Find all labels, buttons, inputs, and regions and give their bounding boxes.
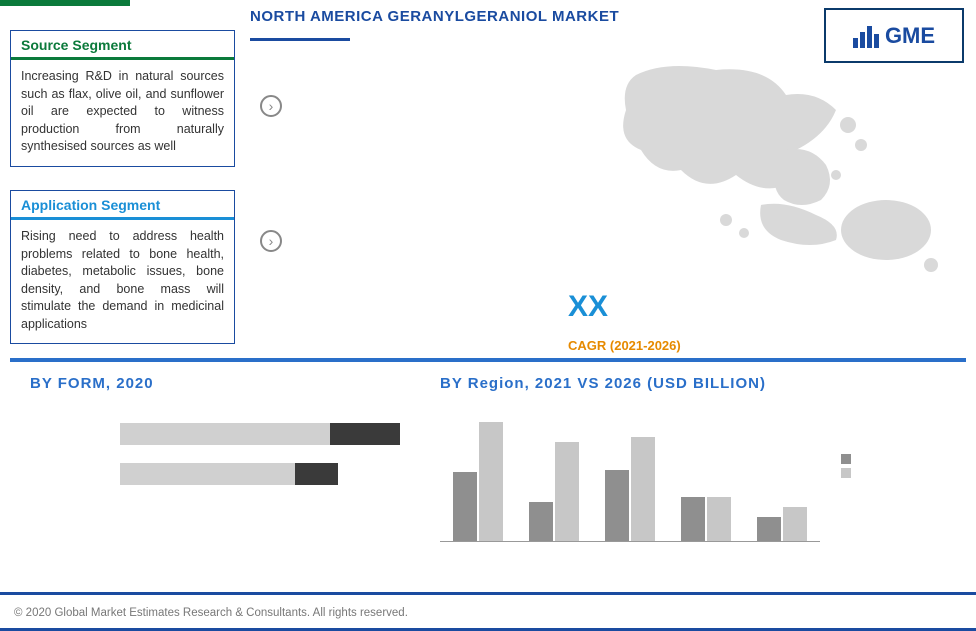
region-x-axis xyxy=(440,541,820,542)
form-bar-row xyxy=(120,423,400,445)
by-form-label: BY FORM, 2020 xyxy=(30,375,154,392)
region-bar-group xyxy=(757,507,807,542)
section-divider xyxy=(10,358,966,362)
footer-line xyxy=(0,592,976,595)
application-segment-card: Application Segment Rising need to addre… xyxy=(10,190,235,344)
legend-item xyxy=(841,468,855,478)
application-segment-body: Rising need to address health problems r… xyxy=(11,220,234,343)
chevron-right-icon: › xyxy=(260,230,282,252)
logo-text: GME xyxy=(885,23,935,49)
region-bar-group xyxy=(529,442,579,542)
source-segment-body: Increasing R&D in natural sources such a… xyxy=(11,60,234,166)
cagr-label: CAGR (2021-2026) xyxy=(568,338,681,353)
application-segment-header: Application Segment xyxy=(11,191,234,220)
region-legend xyxy=(841,450,855,482)
asia-pacific-map-icon xyxy=(586,55,956,285)
form-chart xyxy=(120,405,400,503)
region-bar-group xyxy=(681,497,731,542)
by-region-label: BY Region, 2021 VS 2026 (USD BILLION) xyxy=(440,375,766,392)
legend-item xyxy=(841,454,855,464)
source-segment-header: Source Segment xyxy=(11,31,234,60)
footer-text: © 2020 Global Market Estimates Research … xyxy=(14,607,408,619)
region-chart xyxy=(440,400,855,560)
form-bar-row xyxy=(120,463,338,485)
top-accent xyxy=(0,0,130,6)
title-underline xyxy=(250,38,350,41)
xx-value: XX xyxy=(568,290,608,324)
logo-bars-icon xyxy=(853,24,879,48)
page-title: NORTH AMERICA GERANYLGERANIOL MARKET xyxy=(250,8,619,25)
region-bar-group xyxy=(453,422,503,542)
source-segment-card: Source Segment Increasing R&D in natural… xyxy=(10,30,235,167)
region-bar-group xyxy=(605,437,655,542)
chevron-right-icon: › xyxy=(260,95,282,117)
